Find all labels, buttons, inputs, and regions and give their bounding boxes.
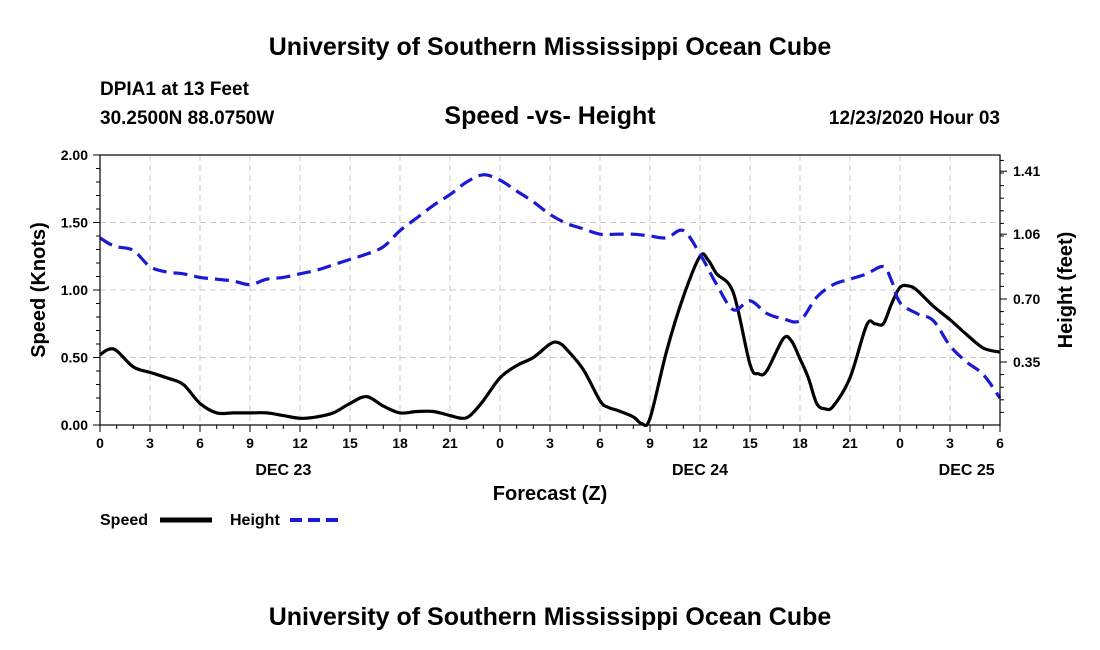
y-tick-label: 2.00 xyxy=(61,147,88,163)
station-label: DPIA1 at 13 Feet xyxy=(100,79,250,100)
x-tick-label: 0 xyxy=(896,435,904,451)
y2-tick-label: 1.41 xyxy=(1013,163,1040,179)
y-tick-label: 0.50 xyxy=(61,350,88,366)
y-tick-label: 1.50 xyxy=(61,215,88,231)
forecast-datetime: 12/23/2020 Hour 03 xyxy=(829,108,1000,129)
y2-tick-label: 0.35 xyxy=(1013,354,1040,370)
x-tick-label: 6 xyxy=(196,435,204,451)
x-tick-label: 18 xyxy=(392,435,408,451)
chart-title: Speed -vs- Height xyxy=(444,102,656,130)
x-tick-label: 9 xyxy=(646,435,654,451)
x-tick-label: 3 xyxy=(546,435,554,451)
x-tick-label: 3 xyxy=(946,435,954,451)
y-tick-label: 1.00 xyxy=(61,282,88,298)
x-tick-label: 15 xyxy=(342,435,358,451)
y2-axis-label: Height (feet) xyxy=(1055,232,1077,349)
y-tick-label: 0.00 xyxy=(61,417,88,433)
x-tick-label: 0 xyxy=(496,435,504,451)
x-tick-label: 0 xyxy=(96,435,104,451)
legend-speed-label: Speed xyxy=(100,512,148,529)
series-layer xyxy=(99,173,1002,428)
day-label: DEC 23 xyxy=(255,462,311,479)
x-tick-label: 15 xyxy=(742,435,758,451)
station-coords: 30.2500N 88.0750W xyxy=(100,108,274,129)
x-axis-label: Forecast (Z) xyxy=(493,483,607,505)
x-tick-label: 3 xyxy=(146,435,154,451)
height-series-line xyxy=(99,173,1002,399)
header-title: University of Southern Mississippi Ocean… xyxy=(269,33,832,61)
speed-series-line xyxy=(99,252,1001,428)
y2-tick-label: 0.70 xyxy=(1013,291,1040,307)
day-label: DEC 25 xyxy=(939,462,995,479)
y2-tick-label: 1.06 xyxy=(1013,226,1040,242)
x-tick-label: 21 xyxy=(842,435,858,451)
x-tick-label: 18 xyxy=(792,435,808,451)
x-tick-label: 9 xyxy=(246,435,254,451)
x-tick-label: 12 xyxy=(292,435,308,451)
legend: Speed Height xyxy=(100,512,342,529)
day-label: DEC 24 xyxy=(672,462,728,479)
x-tick-label: 6 xyxy=(596,435,604,451)
footer-title: University of Southern Mississippi Ocean… xyxy=(269,603,832,631)
x-tick-label: 21 xyxy=(442,435,458,451)
x-tick-label: 12 xyxy=(692,435,708,451)
x-tick-label: 6 xyxy=(996,435,1004,451)
y-axis-label: Speed (Knots) xyxy=(28,222,50,358)
legend-height-label: Height xyxy=(230,512,280,529)
axes: 0 3 6 9 12 15 18 21 0 3 6 9 12 15 18 21 0 3 6 DEC 23 DEC 24 D… xyxy=(61,147,1041,479)
grid xyxy=(100,155,1000,425)
